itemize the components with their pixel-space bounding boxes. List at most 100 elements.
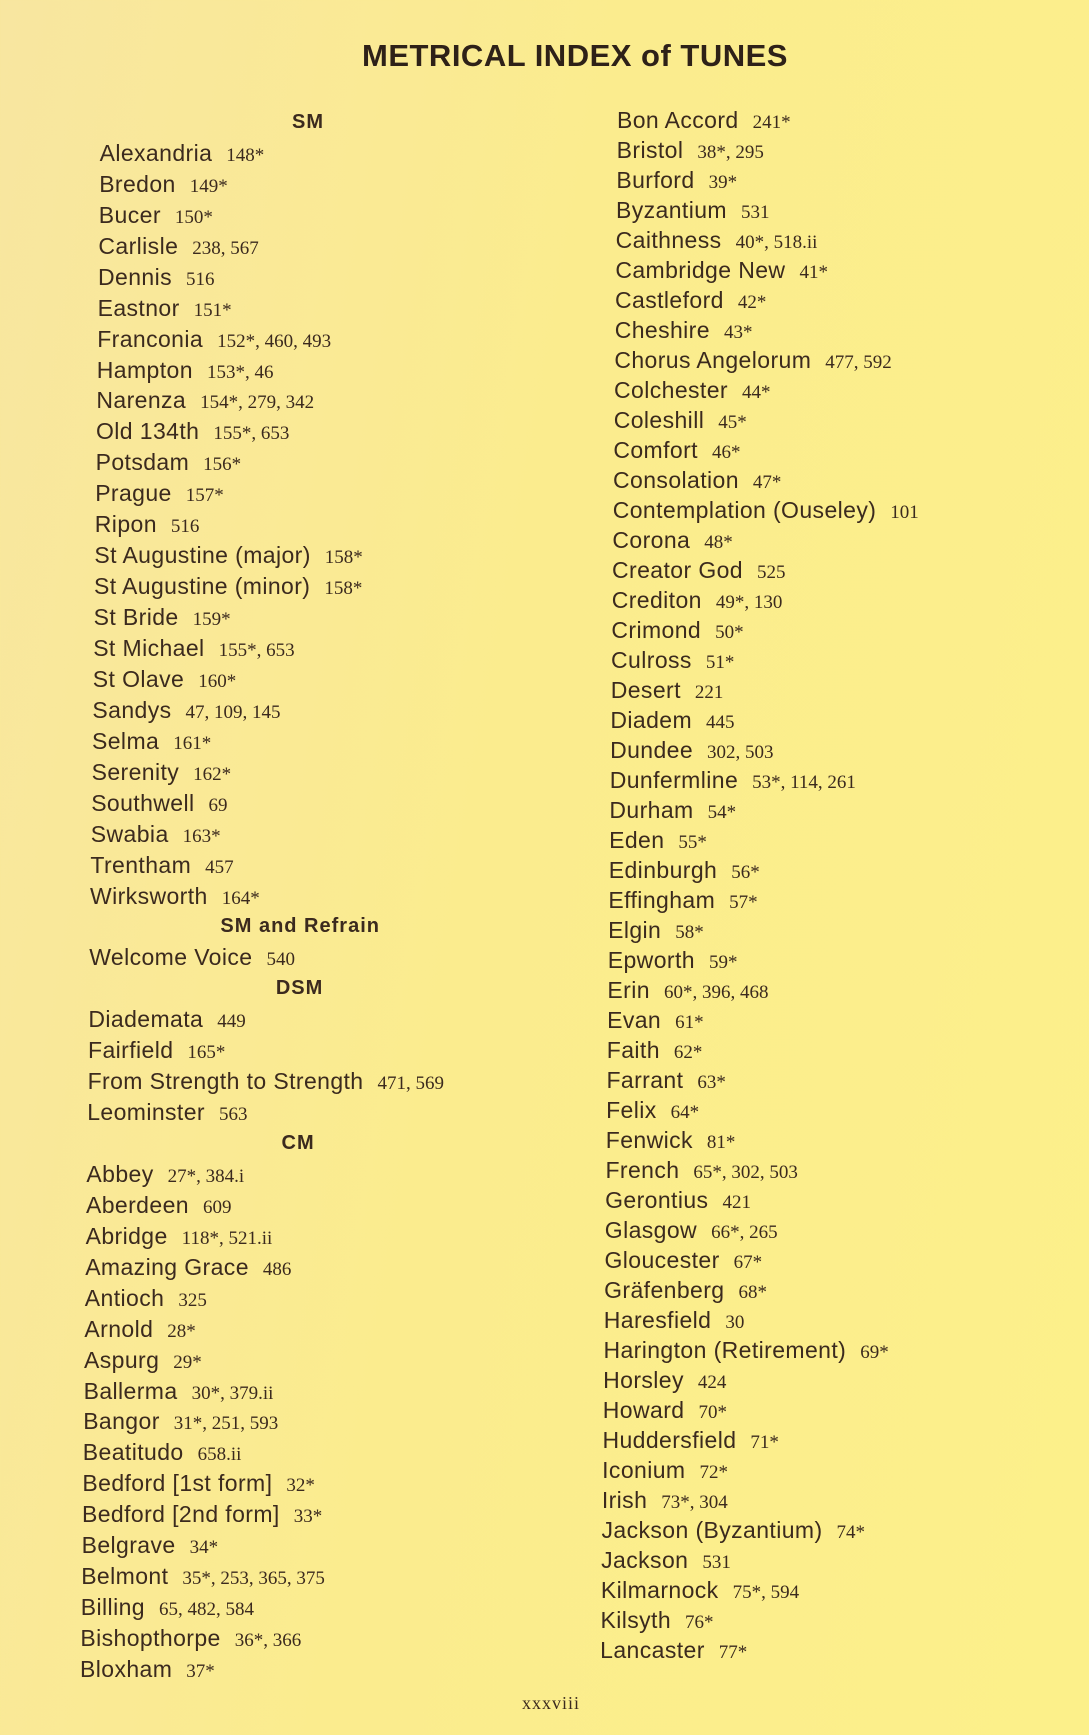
tune-name: Colchester (614, 377, 728, 403)
index-entry: Cheshire 43* (615, 315, 753, 345)
tune-name: Bon Accord (617, 107, 739, 133)
hymn-numbers: 72* (699, 1462, 728, 1483)
hymn-numbers: 38*, 295 (697, 142, 764, 163)
hymn-numbers: 160* (198, 670, 237, 692)
hymn-numbers: 68* (738, 1282, 767, 1303)
index-entry: Felix 64* (606, 1095, 699, 1125)
hymn-numbers: 148* (226, 144, 265, 166)
tune-name: Alexandria (99, 139, 213, 166)
hymn-numbers: 164* (221, 887, 260, 909)
tune-name: Horsley (603, 1367, 684, 1393)
hymn-numbers: 41* (799, 262, 828, 283)
tune-name: Eastnor (97, 294, 180, 321)
index-entry: Coleshill 45* (614, 405, 747, 435)
index-entry: Amazing Grace 486 (85, 1252, 291, 1282)
tune-name: Bedford [1st form] (82, 1470, 273, 1497)
tune-name: St Augustine (major) (94, 542, 311, 569)
tune-name: Howard (602, 1397, 685, 1423)
tune-name: Consolation (613, 467, 739, 493)
hymn-numbers: 34* (189, 1537, 219, 1559)
index-entry: Lancaster 77* (600, 1635, 747, 1665)
tune-name: Diademata (88, 1006, 204, 1033)
index-entry: Bedford [1st form] 32* (82, 1468, 315, 1498)
hymn-numbers: 45* (718, 412, 747, 433)
hymn-numbers: 75*, 594 (732, 1582, 800, 1603)
tune-name: Eden (609, 827, 665, 853)
index-entry: Harington (Retirement) 69* (603, 1335, 888, 1365)
hymn-numbers: 77* (718, 1642, 748, 1663)
tune-name: Prague (95, 480, 172, 507)
hymn-numbers: 67* (733, 1252, 763, 1273)
tune-name: Faith (606, 1037, 660, 1063)
tune-name: Trentham (90, 851, 192, 878)
tune-name: Serenity (91, 758, 180, 785)
hymn-numbers: 44* (741, 382, 771, 403)
tune-name: Dundee (610, 737, 694, 763)
hymn-numbers: 27*, 384.i (167, 1165, 245, 1187)
tune-name: Comfort (613, 437, 698, 463)
index-entry: Southwell 69 (91, 788, 227, 818)
tune-name: St Augustine (minor) (94, 573, 311, 600)
index-entry: Wirksworth 164* (90, 881, 260, 911)
tune-name: Gloucester (604, 1247, 720, 1273)
index-entry: Contemplation (Ouseley) 101 (613, 495, 919, 525)
tune-name: St Bride (93, 604, 179, 631)
tune-name: Franconia (97, 325, 204, 352)
page-number: xxxviii (522, 1693, 581, 1713)
tune-name: Caithness (615, 227, 722, 253)
index-entry: Epworth 59* (608, 945, 738, 975)
hymn-numbers: 563 (218, 1104, 248, 1126)
hymn-numbers: 29* (173, 1351, 202, 1373)
hymn-numbers: 531 (740, 202, 770, 223)
tune-name: Gerontius (605, 1187, 709, 1213)
index-entry: Dennis 516 (98, 262, 215, 292)
hymn-numbers: 516 (170, 516, 200, 538)
tune-name: Iconium (602, 1457, 686, 1483)
index-entry: Castleford 42* (615, 285, 766, 315)
hymn-numbers: 43* (723, 322, 753, 343)
index-entry: Bon Accord 241* (617, 105, 791, 135)
index-entry: Fairfield 165* (88, 1035, 225, 1065)
tune-name: Farrant (606, 1067, 684, 1093)
hymn-numbers: 445 (706, 712, 735, 733)
hymn-numbers: 74* (836, 1522, 866, 1543)
index-entry: Diadem 445 (610, 705, 734, 735)
hymn-numbers: 540 (266, 949, 295, 971)
tune-name: Haresfield (603, 1307, 712, 1333)
index-entry: Billing 65, 482, 584 (81, 1592, 254, 1622)
index-entry: Belgrave 34* (82, 1530, 218, 1560)
hymn-numbers: 49*, 130 (715, 592, 783, 613)
tune-name: Jackson (Byzantium) (601, 1517, 823, 1543)
hymn-numbers: 60*, 396, 468 (663, 982, 769, 1003)
index-entry: Arnold 28* (84, 1314, 195, 1344)
hymn-numbers: 69* (860, 1342, 889, 1363)
index-entry: Crediton 49*, 130 (612, 585, 783, 615)
tune-name: Chorus Angelorum (614, 347, 812, 373)
hymn-numbers: 238, 567 (192, 237, 259, 259)
index-entry: Kilmarnock 75*, 594 (601, 1575, 799, 1605)
hymn-numbers: 54* (707, 802, 737, 823)
hymn-numbers: 65, 482, 584 (158, 1599, 254, 1621)
hymn-numbers: 424 (697, 1372, 727, 1393)
hymn-numbers: 158* (324, 578, 363, 600)
hymn-numbers: 155*, 653 (218, 639, 295, 661)
index-entry: Franconia 152*, 460, 493 (97, 324, 331, 354)
tune-name: Cambridge New (615, 257, 786, 283)
hymn-numbers: 30 (725, 1312, 745, 1333)
hymn-numbers: 40*, 518.ii (735, 232, 818, 253)
tune-name: French (605, 1157, 680, 1183)
tune-name: Bishopthorpe (80, 1625, 221, 1652)
index-entry: Aberdeen 609 (86, 1190, 231, 1220)
index-entry: Potsdam 156* (96, 447, 242, 477)
index-entry: Eastnor 151* (98, 293, 232, 323)
index-entry: Dunfermline 53*, 114, 261 (610, 765, 856, 795)
index-entry: St Bride 159* (94, 602, 231, 632)
index-entry: Carlisle 238, 567 (98, 231, 258, 261)
hymn-numbers: 153*, 46 (206, 361, 274, 383)
hymn-numbers: 36*, 366 (234, 1630, 302, 1652)
hymn-numbers: 165* (187, 1042, 226, 1064)
hymn-numbers: 658.ii (197, 1444, 242, 1466)
tune-name: Welcome Voice (89, 944, 253, 971)
hymn-numbers: 158* (324, 547, 363, 569)
tune-name: Huddersfield (602, 1427, 737, 1453)
